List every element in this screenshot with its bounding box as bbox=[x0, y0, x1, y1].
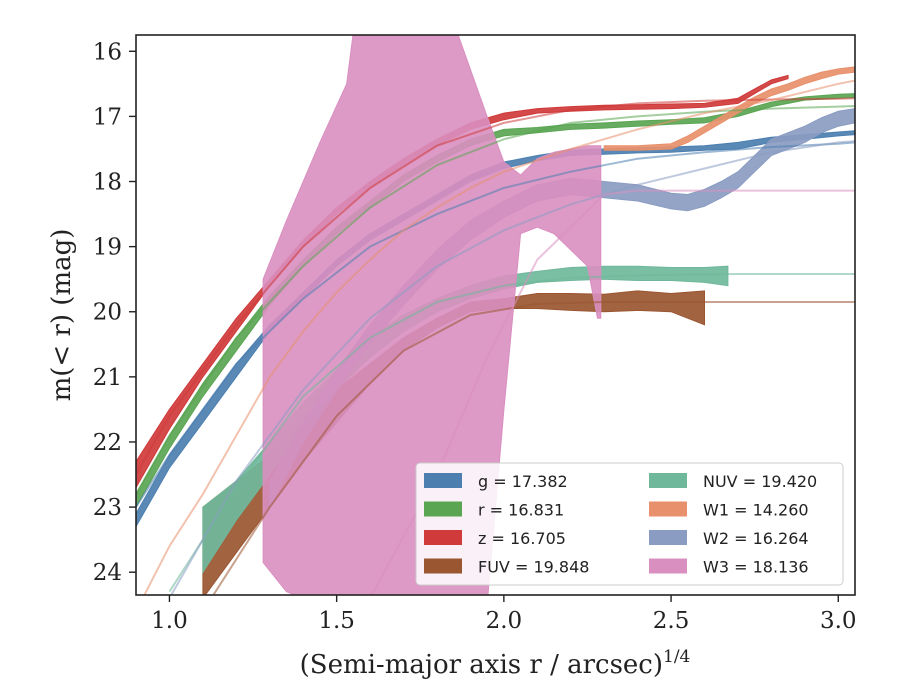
y-tick-label: 19 bbox=[93, 235, 122, 261]
band-w1 bbox=[603, 66, 855, 151]
legend-label-z: z = 16.705 bbox=[478, 529, 566, 548]
y-tick-label: 22 bbox=[93, 430, 122, 456]
y-tick-label: 16 bbox=[93, 39, 122, 65]
plot-frame bbox=[135, 34, 856, 596]
y-axis-title: m(< r) (mag) bbox=[47, 229, 77, 402]
legend-swatch-w1 bbox=[649, 501, 687, 517]
model-curve-w2 bbox=[170, 140, 855, 595]
legend-label-nuv: NUV = 19.420 bbox=[703, 472, 817, 491]
legend-swatch-r bbox=[424, 501, 462, 517]
legend-label-w1: W1 = 14.260 bbox=[703, 501, 809, 520]
legend-label-fuv: FUV = 19.848 bbox=[478, 558, 589, 577]
x-tick-label: 1.5 bbox=[318, 608, 355, 634]
model-curve-g bbox=[136, 141, 855, 508]
legend-swatch-fuv bbox=[424, 558, 462, 574]
model-curves bbox=[136, 79, 855, 595]
legend: g = 17.382 r = 16.831 z = 16.705 FUV = 19.8… bbox=[415, 462, 844, 586]
legend-swatch-nuv bbox=[649, 473, 687, 488]
legend-swatch-w2 bbox=[649, 530, 687, 545]
model-curve-r bbox=[136, 105, 855, 495]
y-tick-label: 17 bbox=[93, 104, 122, 130]
x-tick-label: 3.0 bbox=[820, 608, 857, 634]
y-tick-label: 20 bbox=[93, 300, 122, 326]
model-curve-w1 bbox=[143, 79, 855, 595]
y-tick-label: 21 bbox=[93, 365, 122, 391]
uncertainty-bands bbox=[136, 35, 855, 595]
legend-swatch-g bbox=[424, 473, 462, 488]
legend-label-w3: W3 = 18.136 bbox=[703, 558, 809, 577]
legend-swatch-w3 bbox=[649, 558, 687, 574]
legend-label-w2: W2 = 16.264 bbox=[703, 529, 809, 548]
y-tick-label: 18 bbox=[93, 170, 122, 196]
x-axis-ticks: 1.0 1.5 2.0 2.5 3.0 bbox=[151, 595, 857, 634]
legend-box bbox=[415, 462, 844, 586]
model-curve-nuv bbox=[168, 273, 855, 593]
x-tick-label: 2.5 bbox=[653, 608, 690, 634]
legend-swatch-z bbox=[424, 530, 462, 545]
legend-label-r: r = 16.831 bbox=[478, 501, 564, 520]
y-tick-label: 24 bbox=[93, 560, 122, 586]
y-axis-ticks: 16 17 18 19 20 21 22 23 24 bbox=[93, 39, 136, 586]
x-tick-label: 1.0 bbox=[151, 608, 188, 634]
x-axis-title: (Semi-major axis r / arcsec)1/4 bbox=[300, 647, 691, 680]
band-w3 bbox=[262, 35, 602, 595]
legend-label-g: g = 17.382 bbox=[478, 472, 568, 491]
y-tick-label: 23 bbox=[93, 495, 122, 521]
model-curve-fuv bbox=[212, 301, 855, 595]
x-tick-label: 2.0 bbox=[486, 608, 523, 634]
